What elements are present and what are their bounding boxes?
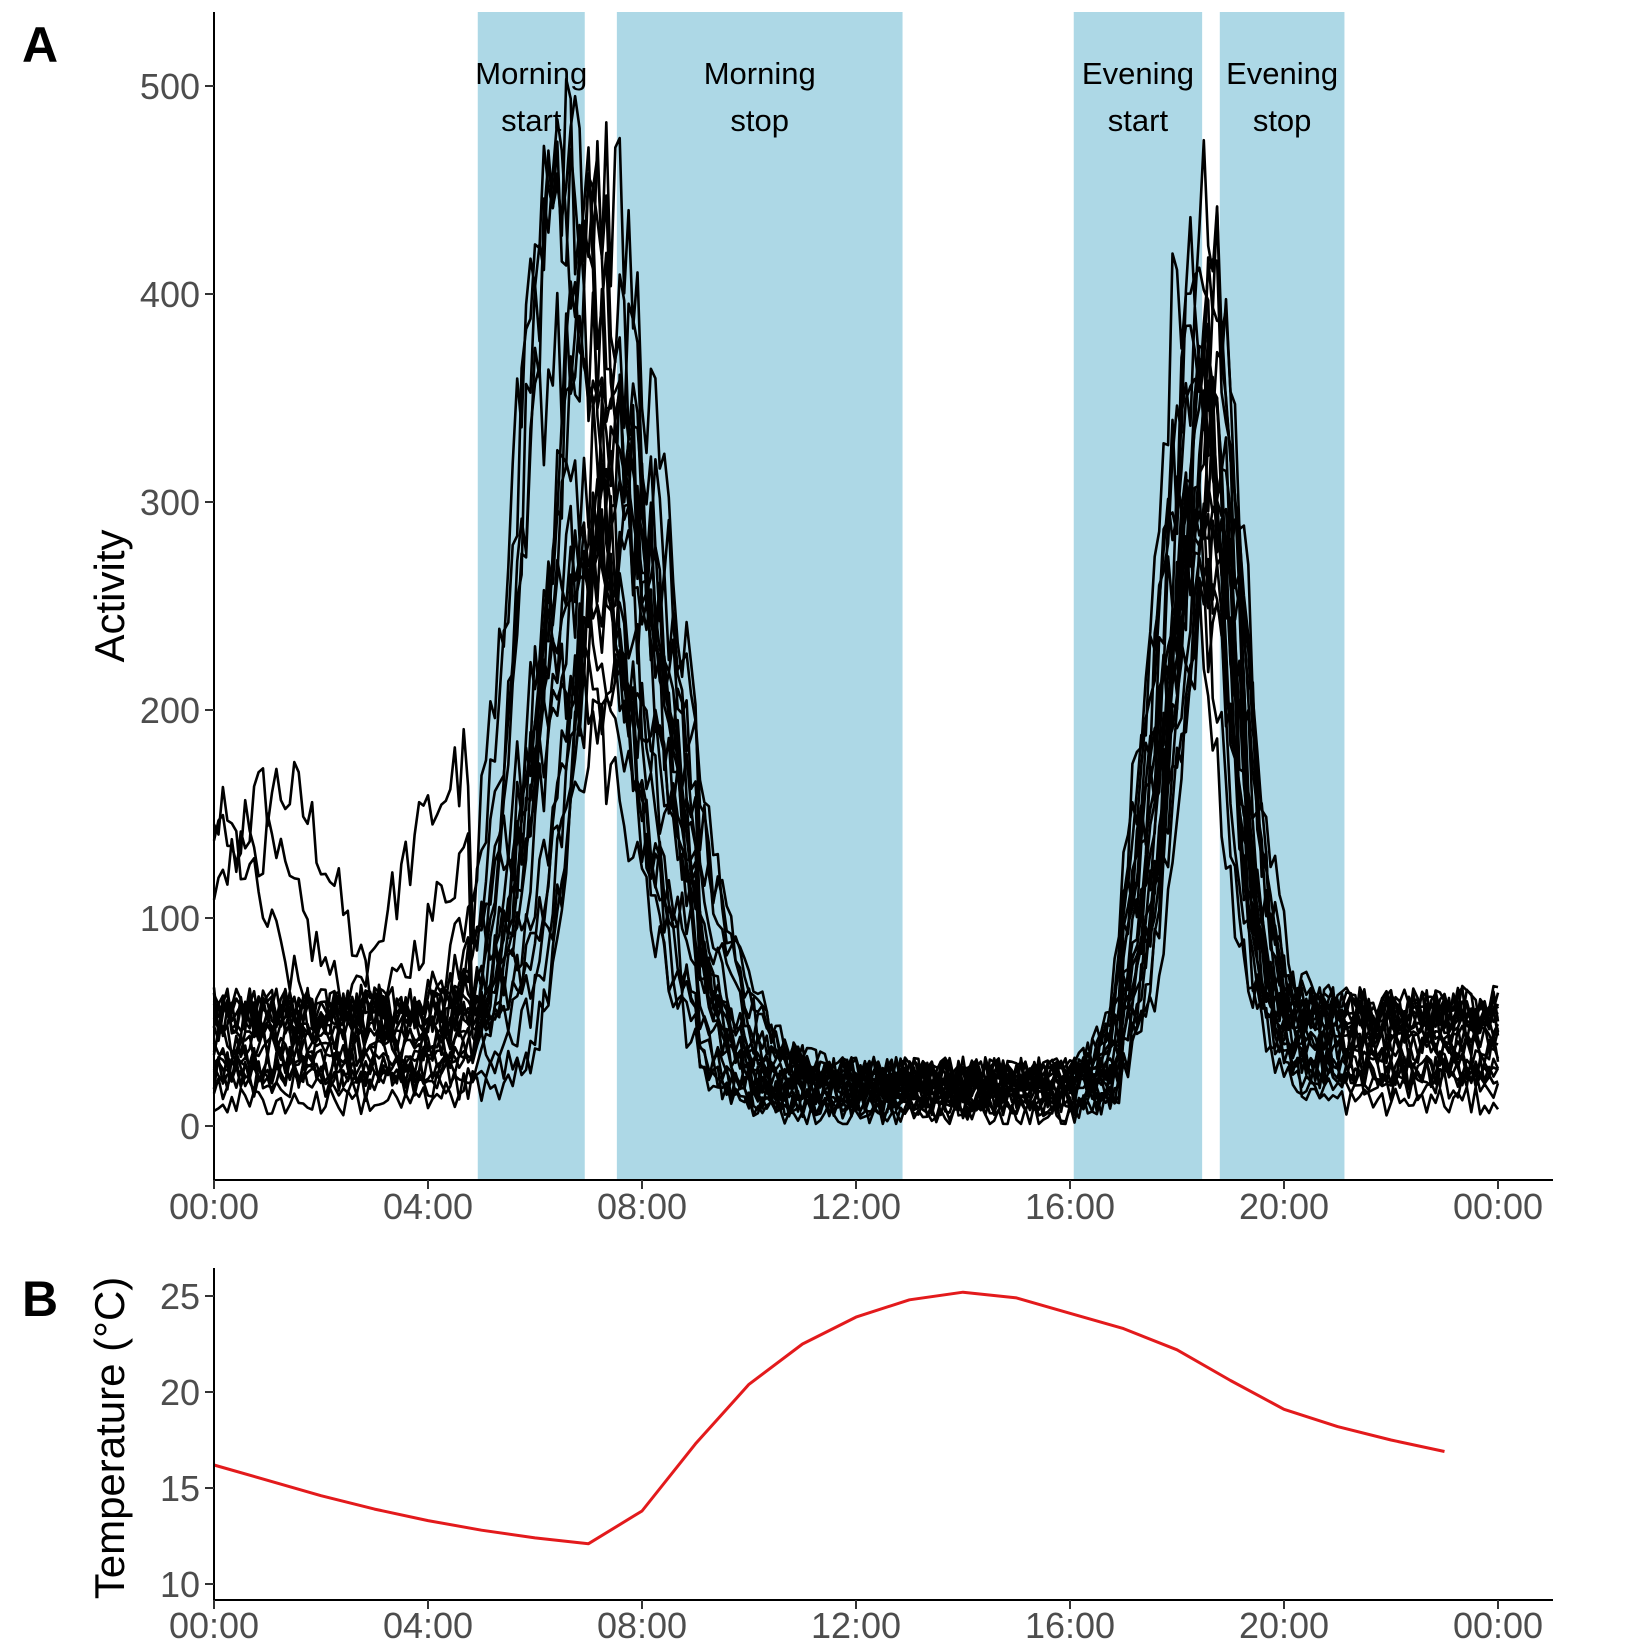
band-label-0-line1: Morning: [475, 56, 587, 91]
x-tick-label-a-5: 20:00: [1239, 1186, 1329, 1227]
y-axis-title-a: Activity: [86, 529, 133, 662]
temperature-line: [213, 1290, 1445, 1546]
band-label-1-line1: Morning: [704, 56, 816, 91]
x-tick-label-b-3: 12:00: [811, 1605, 901, 1646]
y-tick-label-a-5: 500: [140, 66, 200, 107]
y-tick-label-b-1: 15: [160, 1468, 200, 1509]
x-tick-label-b-1: 04:00: [383, 1605, 473, 1646]
y-tick-label-b-2: 20: [160, 1372, 200, 1413]
band-label-0-line2: start: [501, 103, 562, 138]
x-tick-label-a-6: 00:00: [1453, 1186, 1543, 1227]
x-tick-label-a-1: 04:00: [383, 1186, 473, 1227]
y-tick-label-a-2: 200: [140, 690, 200, 731]
activity-series-15: [212, 302, 1500, 1123]
x-tick-label-b-0: 00:00: [169, 1605, 259, 1646]
x-axis-ticks-a: 00:00 04:00 08:00 12:00 16:00 20:00 00:00: [169, 1180, 1543, 1227]
band-label-3-line2: stop: [1253, 103, 1312, 138]
band-label-2-line1: Evening: [1082, 56, 1194, 91]
x-tick-label-b-6: 00:00: [1453, 1605, 1543, 1646]
x-axis-ticks-b: 00:00 04:00 08:00 12:00 16:00 20:00 00:00: [169, 1600, 1543, 1646]
y-tick-label-a-1: 100: [140, 898, 200, 939]
temperature-panel: B 10 15 20 25 00:00 04:00 08:00 12:00 16:00 20:0…: [22, 1268, 1553, 1646]
y-axis-ticks-a: 0 100 200 300 400 500: [140, 66, 214, 1147]
activity-series-21: [212, 258, 1500, 1107]
y-tick-label-a-3: 300: [140, 482, 200, 523]
panel-letter-b: B: [22, 1271, 58, 1327]
x-tick-label-a-0: 00:00: [169, 1186, 259, 1227]
y-tick-label-b-3: 25: [160, 1276, 200, 1317]
activity-lines: [212, 77, 1500, 1126]
y-axis-ticks-b: 10 15 20 25: [160, 1276, 214, 1605]
band-label-3-line1: Evening: [1226, 56, 1338, 91]
time-window-bands: [477, 12, 1345, 1180]
x-tick-label-b-4: 16:00: [1025, 1605, 1115, 1646]
band-label-1-line2: stop: [730, 103, 789, 138]
activity-panel: A Morning start Morning stop Evening start Eve…: [22, 12, 1553, 1227]
x-tick-label-a-2: 08:00: [597, 1186, 687, 1227]
x-tick-label-b-5: 20:00: [1239, 1605, 1329, 1646]
activity-series-17: [212, 140, 1500, 1105]
activity-series-22: [212, 404, 1499, 1115]
activity-series-14: [212, 502, 1500, 1093]
x-tick-label-b-2: 08:00: [597, 1605, 687, 1646]
band-label-2-line2: start: [1108, 103, 1169, 138]
y-tick-label-a-4: 400: [140, 274, 200, 315]
panel-letter-a: A: [22, 17, 58, 73]
x-tick-label-a-3: 12:00: [811, 1186, 901, 1227]
time-window-labels: Morning start Morning stop Evening start Eveni…: [475, 56, 1338, 138]
y-tick-label-b-0: 10: [160, 1564, 200, 1605]
temperature-line-group: [213, 1290, 1445, 1546]
y-tick-label-a-0: 0: [180, 1106, 200, 1147]
y-axis-title-b: Temperature (°C): [86, 1277, 133, 1600]
x-tick-label-a-4: 16:00: [1025, 1186, 1115, 1227]
